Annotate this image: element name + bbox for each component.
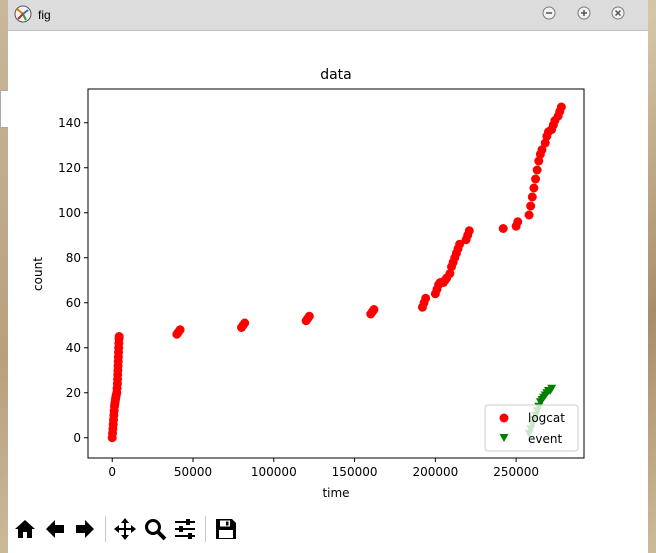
save-button[interactable] (212, 515, 240, 543)
x-tick-label: 250000 (493, 465, 539, 479)
move-icon (114, 518, 136, 540)
back-button[interactable] (41, 515, 69, 543)
logcat-point (556, 102, 566, 112)
figure-window: fig data 0 50000 100000 150000 200000 250000 … (8, 0, 648, 553)
logcat-point (537, 145, 547, 155)
maximize-icon[interactable] (577, 5, 591, 20)
home-button[interactable] (11, 515, 39, 543)
y-tick-label: 140 (58, 116, 81, 130)
toolbar-separator (205, 516, 206, 542)
data-points (107, 102, 566, 443)
y-tick-label: 100 (58, 206, 81, 220)
chart-title: data (320, 67, 352, 83)
x-tick-label: 150000 (332, 465, 378, 479)
logcat-point (175, 325, 185, 335)
x-tick-label: 200000 (412, 465, 458, 479)
sliders-icon (175, 519, 195, 539)
plot-area (87, 88, 585, 459)
logcat-point (526, 201, 536, 211)
x-axis-label: time (322, 486, 349, 500)
legend-box (484, 404, 579, 452)
logcat-point (421, 293, 431, 303)
logcat-point (513, 217, 523, 227)
zoom-button[interactable] (141, 515, 169, 543)
magnifier-icon (145, 519, 167, 541)
logcat-point (534, 156, 544, 166)
logcat-point (524, 210, 534, 220)
logcat-point (498, 224, 508, 233)
logcat-point (240, 318, 250, 328)
logcat-point (532, 165, 542, 175)
y-tick-label: 120 (58, 161, 81, 175)
arrow-right-icon (76, 520, 94, 538)
logcat-point (531, 174, 541, 184)
close-icon[interactable] (611, 5, 625, 20)
configure-subplots-button[interactable] (171, 515, 199, 543)
toolbar-separator (105, 516, 106, 542)
logcat-point (529, 183, 539, 193)
x-tick-label: 0 (108, 465, 116, 479)
minimize-icon[interactable] (542, 5, 556, 20)
y-tick-label: 0 (73, 431, 81, 445)
arrow-left-icon (46, 520, 64, 538)
legend: logcat event (484, 404, 579, 452)
figure-canvas[interactable]: data 0 50000 100000 150000 200000 250000 0 20 4… (8, 31, 648, 509)
legend-event-marker (499, 434, 509, 442)
y-tick-label: 80 (66, 251, 81, 265)
legend-logcat-marker (499, 413, 509, 423)
y-axis-label: count (31, 257, 45, 291)
y-axis: 0 20 40 60 80 100 120 140 (58, 116, 88, 445)
event-point (547, 384, 557, 393)
window-title: fig (38, 8, 51, 22)
pan-button[interactable] (111, 515, 139, 543)
navigation-toolbar (8, 510, 648, 553)
y-tick-label: 40 (66, 341, 81, 355)
legend-logcat-label: logcat (528, 411, 565, 425)
logcat-point (464, 226, 474, 236)
legend-event-label: event (528, 432, 562, 446)
x-tick-label: 50000 (174, 465, 212, 479)
forward-button[interactable] (71, 515, 99, 543)
logcat-point (445, 269, 455, 278)
x-axis: 0 50000 100000 150000 200000 250000 (108, 458, 539, 479)
title-bar: fig (8, 0, 648, 31)
logcat-point (369, 305, 379, 314)
logcat-point (527, 192, 537, 202)
x-tick-label: 100000 (251, 465, 297, 479)
home-icon (15, 520, 35, 538)
logcat-point (304, 311, 314, 321)
y-tick-label: 60 (66, 296, 81, 310)
logcat-point (540, 138, 550, 148)
matplotlib-figure-icon (14, 5, 32, 23)
logcat-point (114, 332, 124, 341)
floppy-disk-icon (216, 519, 236, 539)
logcat-point (455, 239, 465, 249)
y-tick-label: 20 (66, 386, 81, 400)
scatter-chart: data 0 50000 100000 150000 200000 250000 0 20 4… (31, 67, 585, 500)
